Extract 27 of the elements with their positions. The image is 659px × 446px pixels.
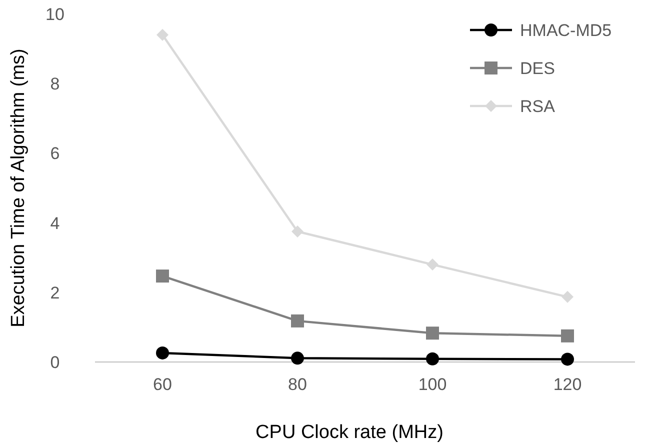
y-tick-label: 6 xyxy=(50,144,60,164)
legend-label: RSA xyxy=(520,96,556,116)
point xyxy=(426,258,438,271)
point xyxy=(156,28,168,41)
y-tick-label: 8 xyxy=(50,74,60,94)
y-tick-label: 0 xyxy=(50,352,60,372)
x-axis-title: CPU Clock rate (MHz) xyxy=(256,422,444,443)
y-tick-label: 2 xyxy=(50,283,60,302)
x-tick-label: 80 xyxy=(288,375,307,394)
point xyxy=(562,290,574,303)
y-axis-title: Execution Time of Algorithm (ms) xyxy=(8,48,29,328)
x-tick-label: 120 xyxy=(553,375,582,394)
point xyxy=(292,226,304,238)
x-tick-label: 100 xyxy=(418,375,447,394)
point xyxy=(426,352,439,366)
y-tick-label: 4 xyxy=(50,214,60,233)
point xyxy=(561,329,574,342)
x-tick-label: 60 xyxy=(153,375,172,394)
legend-label: DES xyxy=(520,58,555,78)
y-tick-label: 10 xyxy=(46,4,64,24)
point xyxy=(291,352,304,365)
point xyxy=(291,314,304,328)
point xyxy=(156,270,169,283)
point xyxy=(561,352,574,366)
point xyxy=(426,326,439,340)
point xyxy=(156,346,169,360)
legend-label: HMAC-MD5 xyxy=(520,20,612,40)
